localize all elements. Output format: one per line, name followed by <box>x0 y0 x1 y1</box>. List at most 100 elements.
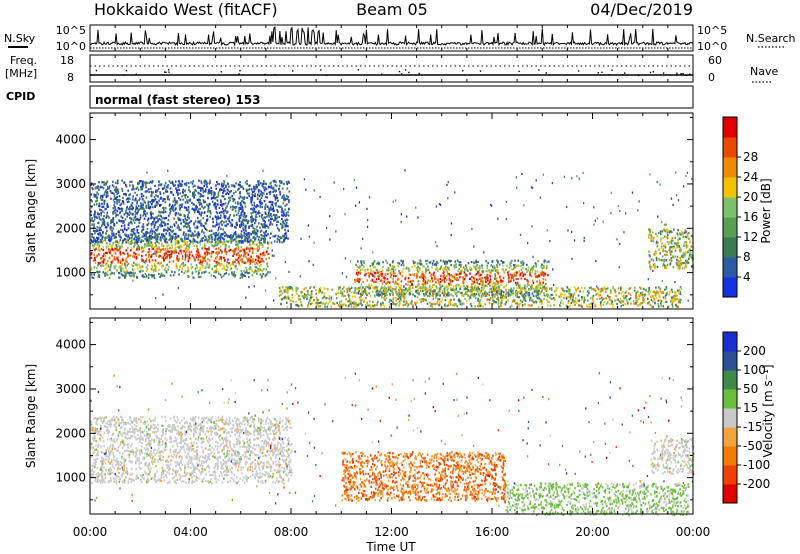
range-cell <box>226 223 229 226</box>
range-cell <box>232 263 235 266</box>
range-cell <box>103 236 106 239</box>
range-cell <box>100 194 102 198</box>
range-cell <box>257 267 259 270</box>
range-cell <box>95 266 98 270</box>
range-cell <box>216 242 219 245</box>
range-cell <box>254 266 257 269</box>
range-cell <box>164 198 166 201</box>
range-cell <box>131 208 134 211</box>
range-cell <box>115 215 117 218</box>
range-cell <box>281 217 283 220</box>
range-cell <box>513 272 515 275</box>
range-cell <box>419 290 422 293</box>
range-cell <box>223 238 225 241</box>
range-cell <box>390 303 392 306</box>
range-cell <box>536 286 538 289</box>
range-cell <box>224 245 227 248</box>
range-cell <box>542 273 544 276</box>
range-cell <box>418 262 421 265</box>
range-cell <box>539 286 542 289</box>
range-cell <box>244 261 247 264</box>
range-cell <box>185 194 187 197</box>
range-cell <box>163 207 165 210</box>
range-cell <box>503 285 506 288</box>
range-cell <box>295 300 297 304</box>
range-cell <box>177 180 180 183</box>
range-cell <box>522 287 524 290</box>
range-cell <box>198 261 201 265</box>
range-cell <box>131 236 133 240</box>
range-cell <box>136 212 138 215</box>
range-cell <box>248 268 250 271</box>
range-cell <box>432 280 434 283</box>
range-cell <box>519 302 522 305</box>
range-cell <box>104 272 106 275</box>
range-cell <box>457 273 460 276</box>
range-cell <box>269 190 272 194</box>
range-cell <box>239 202 242 205</box>
range-cell <box>151 259 154 262</box>
range-cell <box>532 281 535 284</box>
range-cell <box>674 291 677 294</box>
range-cell <box>204 270 207 273</box>
range-cell <box>125 229 128 232</box>
range-cell <box>432 284 434 287</box>
range-cell <box>531 284 533 288</box>
range-cell <box>103 183 105 186</box>
range-cell <box>369 294 371 297</box>
range-cell <box>205 188 207 191</box>
range-cell <box>496 265 499 268</box>
range-cell <box>235 253 238 256</box>
range-cell <box>330 298 332 301</box>
range-cell <box>90 238 92 241</box>
range-cell <box>91 223 93 226</box>
range-cell <box>592 294 595 298</box>
range-cell <box>207 206 210 209</box>
range-cell <box>101 221 104 224</box>
range-cell <box>102 261 105 264</box>
range-cell <box>176 199 178 203</box>
range-cell <box>528 304 530 307</box>
range-cell <box>246 179 248 183</box>
range-cell <box>129 221 132 224</box>
range-cell <box>194 220 197 223</box>
range-cell <box>514 266 516 269</box>
range-cell <box>453 276 456 279</box>
range-cell <box>328 295 331 298</box>
range-cell <box>542 271 545 274</box>
range-cell <box>149 244 151 247</box>
range-cell <box>226 217 229 220</box>
range-cell <box>240 249 242 252</box>
range-cell <box>433 284 435 287</box>
range-cell <box>200 224 202 227</box>
range-cell <box>447 294 450 297</box>
range-cell <box>215 261 218 264</box>
range-cell <box>133 251 135 254</box>
range-cell <box>323 292 326 295</box>
freq-dot <box>676 72 678 74</box>
range-cell <box>275 194 278 197</box>
range-cell <box>630 302 632 305</box>
range-cell <box>416 269 419 272</box>
range-cell <box>266 249 268 252</box>
range-cell <box>259 212 261 215</box>
range-cell <box>123 274 126 277</box>
range-cell <box>269 236 271 239</box>
range-cell <box>679 286 682 289</box>
range-cell <box>204 190 207 193</box>
range-cell <box>196 199 199 202</box>
range-cell <box>377 293 380 296</box>
range-cell <box>490 289 493 292</box>
range-cell <box>113 265 116 268</box>
range-cell <box>367 304 369 307</box>
range-cell <box>394 288 397 291</box>
range-cell <box>306 294 308 297</box>
range-cell <box>215 240 217 244</box>
range-cell <box>255 243 258 246</box>
range-cell <box>485 260 487 263</box>
range-cell <box>245 236 248 239</box>
range-cell <box>273 219 275 222</box>
range-cell <box>216 199 219 202</box>
range-cell <box>137 188 140 191</box>
range-cell <box>129 193 131 196</box>
